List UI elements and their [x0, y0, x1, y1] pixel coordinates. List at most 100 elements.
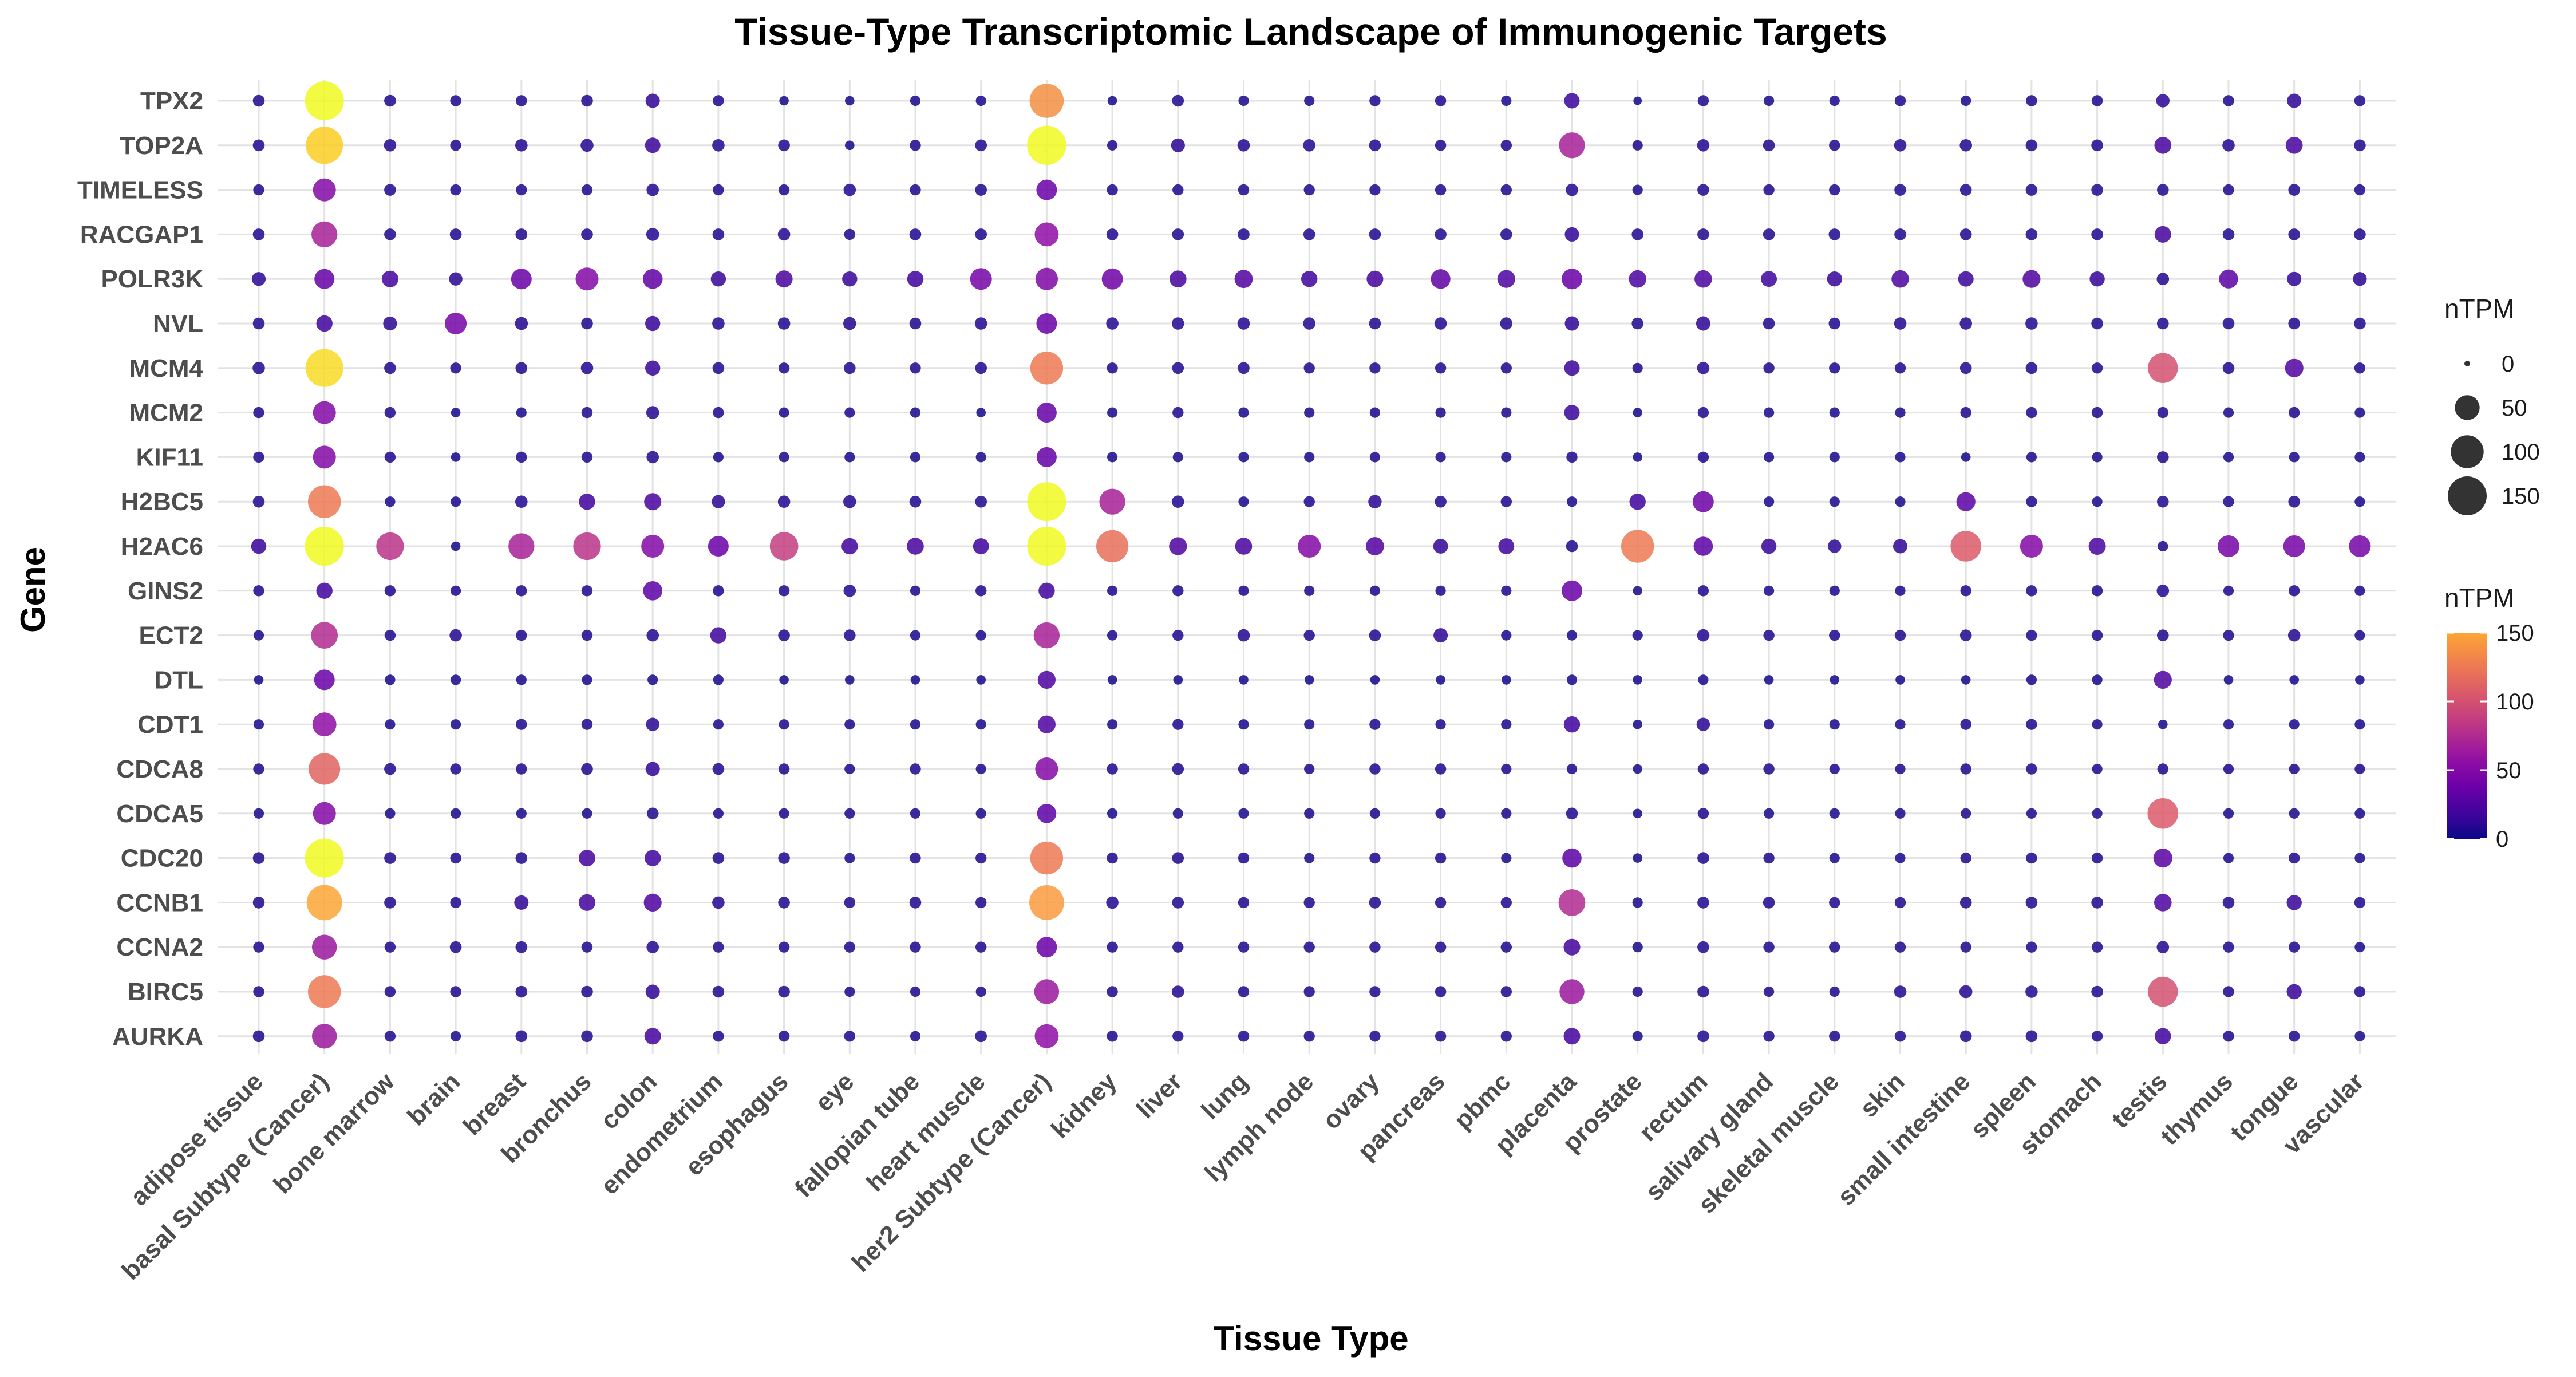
data-point [1761, 271, 1777, 287]
data-point [1369, 941, 1381, 953]
data-point [450, 95, 461, 106]
data-point [1435, 852, 1447, 864]
data-point [975, 95, 986, 106]
data-point [1829, 1031, 1840, 1042]
data-point [713, 808, 724, 819]
data-point [713, 407, 724, 419]
data-point [579, 850, 595, 867]
data-point [778, 362, 790, 374]
data-point [1303, 139, 1315, 152]
data-point [1632, 986, 1643, 997]
data-point [646, 941, 659, 953]
data-point [1435, 495, 1447, 508]
data-point [1697, 985, 1709, 998]
data-point [1107, 986, 1118, 997]
data-point [2287, 271, 2302, 286]
data-point [1559, 979, 1585, 1004]
data-point [1369, 852, 1381, 864]
data-point [581, 629, 593, 641]
data-point [2026, 763, 2037, 775]
data-point [1633, 719, 1642, 729]
data-point [2289, 808, 2300, 819]
data-point [1366, 270, 1384, 287]
data-point [1564, 360, 1580, 376]
data-point [643, 581, 662, 601]
data-point [778, 897, 790, 909]
data-point [1633, 675, 1642, 685]
data-point [515, 139, 528, 152]
data-point [642, 269, 663, 289]
data-point [844, 897, 856, 909]
data-point [1697, 139, 1710, 152]
data-point [907, 538, 924, 555]
data-point [2026, 585, 2037, 597]
data-point [645, 315, 661, 332]
data-point [1238, 986, 1250, 997]
data-point [1763, 897, 1775, 909]
data-point [778, 985, 790, 998]
data-point [2026, 629, 2037, 641]
data-point [1500, 140, 1512, 151]
data-point [1172, 808, 1183, 819]
data-point [252, 495, 265, 508]
data-point [1500, 228, 1512, 240]
data-point [1697, 362, 1710, 374]
data-point [581, 985, 593, 998]
data-point [1304, 763, 1315, 775]
data-point [252, 1030, 265, 1043]
data-point [1829, 496, 1840, 507]
data-point [975, 1030, 987, 1043]
data-point [2223, 719, 2234, 730]
data-point [1172, 629, 1184, 641]
data-point [1764, 808, 1775, 819]
data-point [1436, 675, 1445, 685]
data-point [2025, 985, 2038, 998]
data-point [975, 808, 986, 819]
data-point [511, 269, 532, 290]
data-point [1564, 227, 1579, 242]
data-point [384, 228, 396, 240]
data-point [1036, 447, 1057, 467]
data-point [384, 941, 396, 953]
data-point [2223, 496, 2234, 507]
data-point [1960, 719, 1971, 730]
data-point [1633, 408, 1642, 417]
data-point [2354, 1031, 2365, 1041]
data-point [2219, 269, 2238, 289]
data-point [252, 897, 265, 909]
data-point [1107, 852, 1118, 864]
data-point [1761, 538, 1777, 554]
data-point [712, 139, 725, 152]
data-point [2354, 184, 2366, 196]
data-point [708, 536, 729, 557]
data-point [909, 897, 922, 909]
data-point [1172, 362, 1184, 374]
data-point [1566, 763, 1578, 775]
data-point [713, 452, 724, 463]
data-point [2222, 897, 2235, 909]
data-point [508, 533, 535, 559]
data-point [2354, 853, 2365, 863]
data-point [1500, 184, 1512, 196]
data-point [381, 270, 398, 287]
data-point [1501, 853, 1512, 863]
data-point [2089, 271, 2105, 287]
data-point [384, 897, 396, 909]
data-point [1763, 184, 1775, 196]
data-point [311, 221, 338, 247]
data-point [712, 985, 725, 998]
data-point [1303, 228, 1315, 240]
data-point [253, 184, 264, 196]
data-point [1172, 184, 1184, 196]
x-tick-label: liver [1131, 1067, 1188, 1124]
data-point [1172, 1031, 1184, 1042]
data-point [2218, 535, 2239, 557]
data-point [1621, 530, 1654, 563]
data-point [713, 184, 724, 196]
data-point [710, 271, 726, 287]
data-point [308, 485, 341, 518]
data-point [1894, 897, 1906, 909]
data-point [2091, 95, 2103, 106]
data-point [2286, 895, 2302, 910]
size-legend-key [2455, 395, 2480, 420]
